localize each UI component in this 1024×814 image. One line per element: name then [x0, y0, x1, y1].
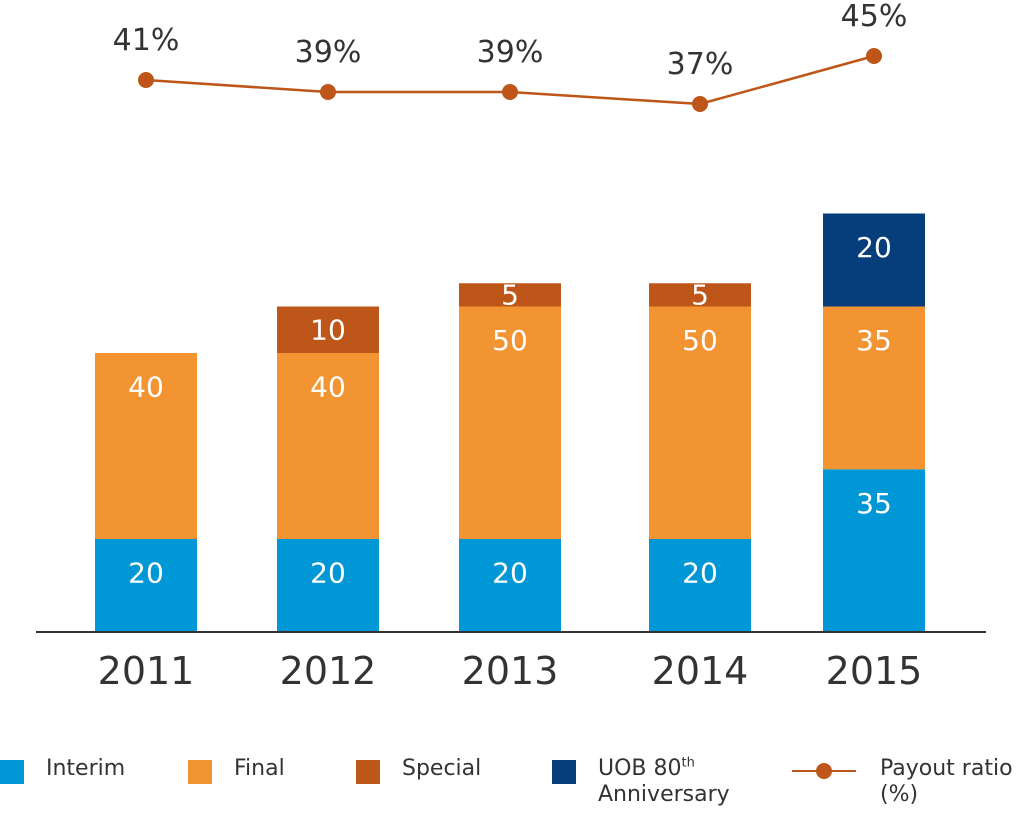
- bar-value-label: 5: [501, 278, 519, 311]
- bar-value-label: 20: [682, 557, 718, 590]
- payout-ratio-point: [692, 96, 708, 112]
- bar-value-label: 20: [492, 557, 528, 590]
- bar-2012-interim: [277, 539, 379, 632]
- bar-value-label: 20: [310, 557, 346, 590]
- bar-2015-uob-80th-anniversary: [823, 213, 925, 307]
- legend-item-interim: Interim: [0, 756, 125, 784]
- x-tick-label: 2014: [652, 649, 749, 693]
- x-tick-label: 2015: [826, 649, 923, 693]
- legend-label-payout-line1: Payout ratio: [880, 756, 1013, 781]
- bar-2013-interim: [459, 539, 561, 632]
- bar-value-label: 40: [310, 371, 346, 404]
- payout-ratio-label: 39%: [477, 35, 544, 70]
- legend-item-final: Final: [188, 756, 285, 784]
- bar-value-label: 40: [128, 371, 164, 404]
- payout-ratio-label: 39%: [295, 35, 362, 70]
- bar-value-label: 10: [310, 313, 346, 346]
- legend-label-anniversary-sup: th: [681, 755, 695, 771]
- bar-2014-interim: [649, 539, 751, 632]
- payout-ratio-label: 37%: [667, 47, 734, 82]
- legend-item-anniversary: UOB 80th Anniversary: [552, 756, 730, 808]
- bar-2011-final: [95, 353, 197, 539]
- bar-value-label: 50: [682, 324, 718, 357]
- bar-2012-final: [277, 353, 379, 539]
- bar-value-label: 35: [856, 324, 892, 357]
- legend-label-interim: Interim: [46, 756, 126, 781]
- x-tick-label: 2013: [462, 649, 559, 693]
- legend-label-special: Special: [402, 756, 482, 781]
- legend-item-payout: Payout ratio (%): [792, 756, 1013, 808]
- bar-2013-special: [459, 283, 561, 307]
- bar-2014-special: [649, 283, 751, 307]
- x-tick-label: 2012: [280, 649, 377, 693]
- legend-swatch-interim: [0, 760, 24, 784]
- bar-2011-interim: [95, 539, 197, 632]
- legend-label-payout: Payout ratio (%): [880, 756, 1013, 808]
- payout-ratio-point: [320, 84, 336, 100]
- legend: Interim Final Special UOB 80th Anniversa…: [0, 756, 1024, 814]
- legend-label-anniversary: UOB 80th Anniversary: [598, 756, 730, 808]
- bar-value-label: 5: [691, 278, 709, 311]
- bar-value-label: 35: [856, 487, 892, 520]
- legend-swatch-special: [356, 760, 380, 784]
- legend-item-special: Special: [356, 756, 481, 784]
- payout-ratio-label: 45%: [841, 0, 908, 34]
- bar-2015-final: [823, 306, 925, 470]
- legend-marker-payout: [792, 756, 856, 786]
- payout-ratio-point: [138, 72, 154, 88]
- bar-2014-final: [649, 306, 751, 539]
- legend-swatch-anniversary: [552, 760, 576, 784]
- payout-ratio-label: 41%: [113, 23, 180, 58]
- payout-ratio-point: [502, 84, 518, 100]
- legend-dot-payout: [816, 763, 832, 779]
- bar-2013-final: [459, 306, 561, 539]
- payout-ratio-point: [866, 48, 882, 64]
- legend-label-anniversary-main: UOB 80: [598, 756, 682, 781]
- legend-label-anniversary-line2: Anniversary: [598, 782, 730, 807]
- legend-label-final: Final: [234, 756, 285, 781]
- dividend-chart: 20 40 2011 20 40 10 2012 20 50 5 2013 20 50 5 2014 35 35…: [36, 0, 986, 693]
- bar-value-label: 20: [856, 231, 892, 264]
- legend-swatch-final: [188, 760, 212, 784]
- x-tick-label: 2011: [98, 649, 195, 693]
- bar-value-label: 50: [492, 324, 528, 357]
- legend-label-payout-line2: (%): [880, 782, 919, 807]
- bar-2015-interim: [823, 469, 925, 632]
- bar-value-label: 20: [128, 557, 164, 590]
- bar-2012-special: [277, 306, 379, 353]
